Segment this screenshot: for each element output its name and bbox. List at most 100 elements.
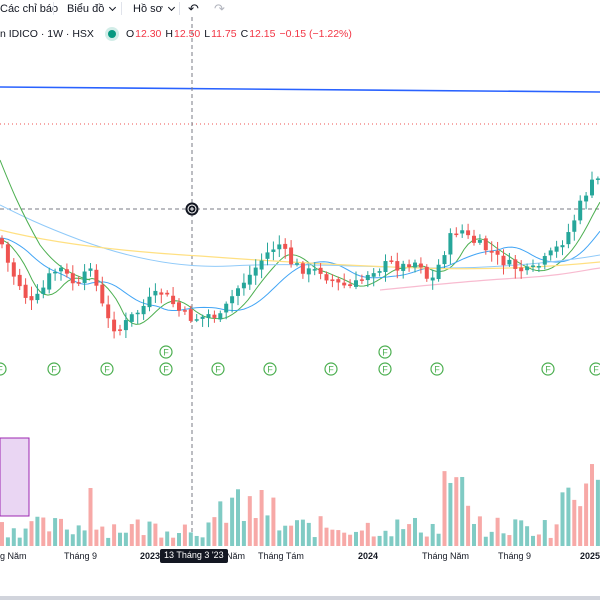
candle-body [23, 284, 28, 298]
candle-body [106, 304, 111, 319]
dividend-marker-circle [378, 362, 392, 376]
candle-body [47, 273, 52, 290]
high-value: 12.50 [173, 28, 201, 40]
candle-body [413, 262, 417, 268]
volume-bar [389, 536, 394, 546]
candle-body [401, 263, 406, 271]
top-toolbar: Các chỉ báo Biểu đồ Hồ sơ ↶ ↷ [0, 0, 600, 17]
time-label: 2023 [140, 551, 161, 561]
volume-bar [348, 534, 353, 546]
horizontal-line[interactable] [0, 86, 600, 93]
candle-body [354, 280, 358, 287]
candle-body [35, 293, 40, 301]
volume-bar [247, 496, 252, 546]
volume-bar [342, 532, 347, 546]
candle-body [477, 239, 482, 243]
moving-averages [0, 159, 600, 325]
volume-bar [312, 537, 317, 546]
volume-bar [224, 522, 229, 546]
dividend-marker-circle [541, 362, 555, 376]
redo-icon[interactable]: ↷ [214, 0, 225, 16]
indicators-button[interactable]: Các chỉ báo [0, 0, 58, 17]
candle-body [418, 263, 423, 268]
volume-bar [88, 488, 93, 546]
profile-menu-button[interactable]: Hồ sơ [133, 0, 179, 17]
candle-body [531, 265, 535, 267]
candle-body [194, 319, 199, 321]
volume-bar [283, 525, 288, 546]
candle-body [542, 256, 547, 265]
volume-bar [153, 523, 158, 546]
open-value: 12.30 [135, 28, 162, 40]
dividend-marker-circle [0, 362, 7, 376]
dividend-marker-icon: F [47, 362, 61, 376]
chart-menu-button[interactable]: Biểu đồ [67, 0, 121, 17]
volume-bar [477, 516, 482, 546]
ma-fast-line [0, 159, 91, 281]
close-key: C [240, 28, 249, 40]
volume-bar [295, 520, 299, 546]
dividend-marker-label: F [267, 365, 273, 375]
volume-bar [519, 520, 524, 546]
volume-bar [495, 517, 500, 546]
candle-body [94, 269, 99, 286]
dividend-marker-label: F [593, 365, 599, 375]
dividend-marker-circle [589, 362, 600, 376]
volume-bar [442, 471, 447, 546]
candle-body [525, 266, 530, 271]
time-label: 2024 [358, 551, 379, 561]
dividend-marker-icon: FF [378, 345, 392, 376]
volume-bar [336, 530, 341, 546]
volume-bar [70, 534, 75, 546]
bottom-scrollbar[interactable] [0, 596, 600, 600]
volume-bar [590, 464, 594, 546]
candle-body [100, 284, 105, 304]
crosshair-plus-icon[interactable] [185, 202, 199, 216]
crosshair-date-label: 13 Tháng 3 '23 [160, 549, 228, 563]
volume-bar [501, 533, 506, 546]
volume-bar [41, 517, 46, 546]
volume-bar [171, 537, 176, 546]
volume-bar [595, 479, 600, 546]
volume-bar [82, 530, 87, 546]
candle-body [182, 310, 187, 312]
volume-bar [395, 519, 400, 546]
volume-bar [5, 537, 10, 546]
candle-body [430, 277, 435, 281]
volume-bar [289, 525, 294, 546]
volume-bar [241, 520, 246, 546]
low-value: 11.75 [211, 28, 237, 40]
volume-bar [536, 534, 541, 546]
candle-body [129, 314, 134, 322]
time-label: Tháng Tám [258, 551, 304, 561]
volume-bar [212, 517, 217, 546]
candle-body [318, 267, 323, 274]
candle-body [578, 200, 583, 221]
candle-body [472, 235, 476, 243]
candle-body [548, 250, 553, 256]
candle-body [501, 255, 506, 266]
volume-bar [112, 524, 117, 546]
dividend-marker-icon: F [541, 362, 555, 376]
volume-bar [35, 516, 40, 546]
volume-bar [188, 532, 193, 546]
ma-mid-line [0, 230, 600, 311]
volume-bar [59, 518, 63, 546]
dividend-marker-circle [324, 362, 338, 376]
candle-body [153, 290, 158, 296]
candle-body [236, 288, 240, 296]
dividend-marker-label: F [163, 365, 169, 375]
close-value: 12.15 [249, 28, 276, 40]
symbol-title[interactable]: n IDICO · 1W · HSX [0, 28, 94, 40]
dividend-marker-label: F [51, 365, 57, 375]
candle-body [147, 296, 152, 308]
dividend-marker-label: F [163, 348, 169, 358]
undo-icon[interactable]: ↶ [188, 0, 199, 16]
candle-body [554, 246, 559, 252]
volume-bar [507, 535, 512, 546]
dividend-markers: FFFFFFFFFFFFF [0, 345, 600, 376]
volume-bar [177, 533, 181, 546]
highlight-rectangle[interactable] [0, 437, 30, 517]
candle-body [141, 305, 146, 315]
